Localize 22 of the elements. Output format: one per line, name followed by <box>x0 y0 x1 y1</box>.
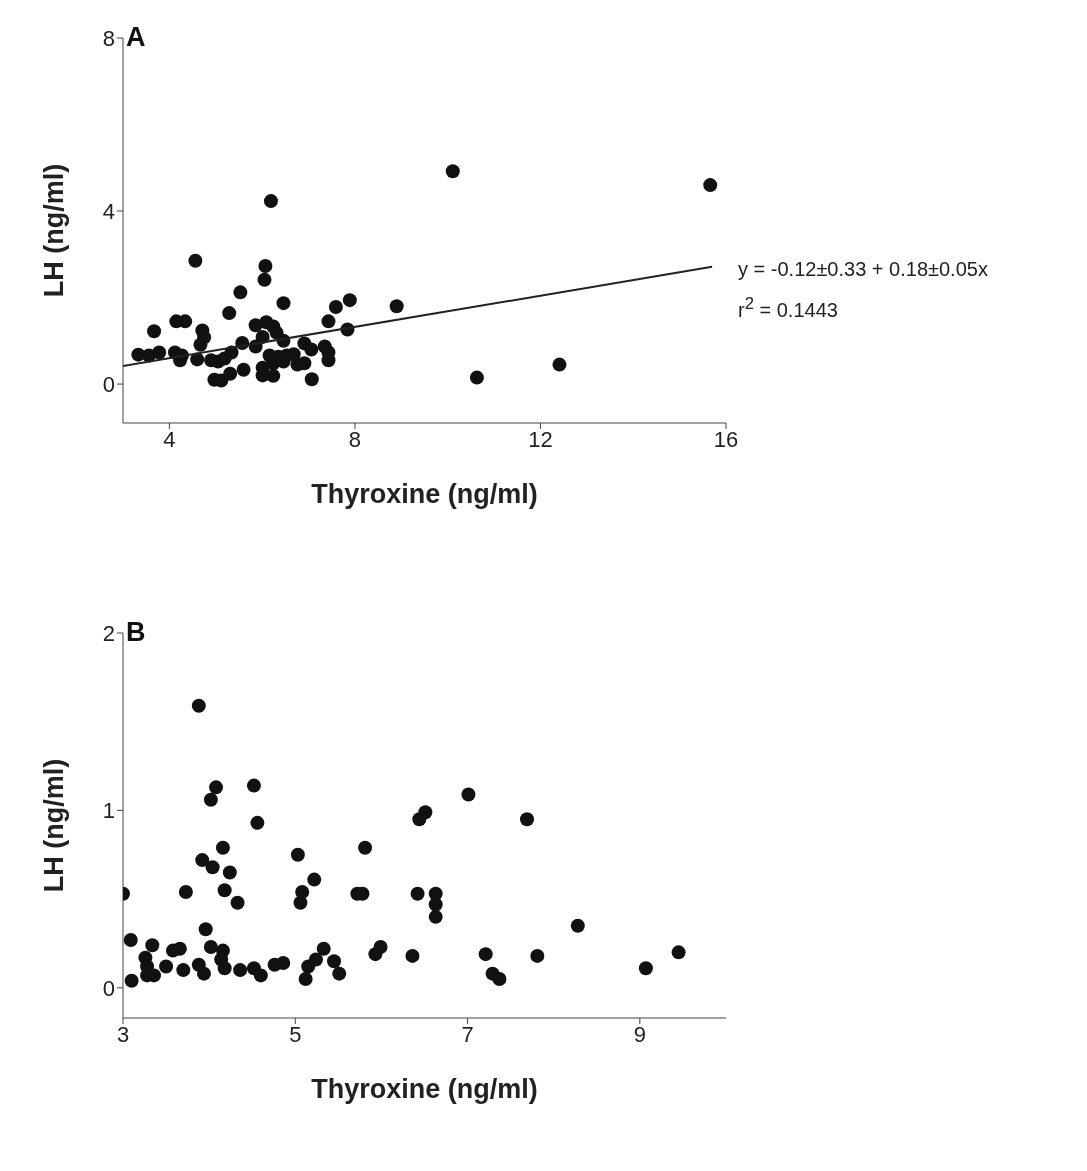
y-tick-label: 0 <box>102 975 115 1001</box>
y-tick-label: 0 <box>102 371 115 397</box>
y-tick-label: 1 <box>102 798 115 824</box>
x-tick-label: 16 <box>713 426 739 452</box>
x-tick-label: 5 <box>289 1021 302 1047</box>
y-tick-label: 4 <box>102 198 115 224</box>
x-tick-label: 8 <box>348 426 362 452</box>
x-tick-label: 9 <box>633 1021 646 1047</box>
text: y = -0.12±0.33 + 0.18±0.05x <box>738 258 988 281</box>
chart-title: A <box>126 22 146 53</box>
x-axis-title: Thyroxine (ng/ml) <box>311 1074 538 1104</box>
text: r$^{2}$ = 0.1443 <box>738 294 838 322</box>
x-axis-title: Thyroxine (ng/ml) <box>311 479 538 509</box>
y-tick-label: 2 <box>102 620 115 646</box>
x-tick-label: 3 <box>116 1021 130 1047</box>
x-tick-label: 12 <box>528 426 553 452</box>
x-tick-label: 7 <box>461 1021 474 1047</box>
y-tick-label: 8 <box>102 25 115 51</box>
chart-title: B <box>126 617 146 648</box>
y-axis-title: LH (ng/ml) <box>38 163 69 298</box>
y-axis-title: LH (ng/ml) <box>38 758 69 893</box>
x-tick-label: 4 <box>163 426 176 452</box>
